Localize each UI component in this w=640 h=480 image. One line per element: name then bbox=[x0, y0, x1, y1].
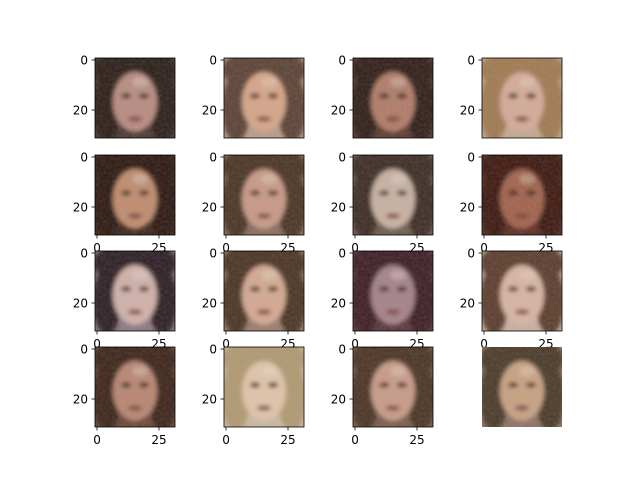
subplot-16 bbox=[482, 347, 562, 427]
subplot-2: 0 20 bbox=[202, 54, 305, 139]
x-tick-label: 0 bbox=[351, 241, 359, 255]
axes-frame bbox=[223, 250, 305, 332]
axes-frame bbox=[223, 154, 305, 236]
axes-frame bbox=[94, 250, 176, 332]
x-tick-label: 25 bbox=[151, 433, 166, 447]
y-tick-label: 0 bbox=[338, 343, 346, 357]
y-tick-label: 20 bbox=[331, 201, 346, 215]
generated-face-image bbox=[482, 251, 562, 331]
x-tick-label: 0 bbox=[480, 337, 488, 351]
y-tick-label: 20 bbox=[73, 297, 88, 311]
y-tick-label: 0 bbox=[338, 54, 346, 68]
y-tick-label: 20 bbox=[73, 201, 88, 215]
x-tick-label: 0 bbox=[222, 433, 230, 447]
x-tick-label: 0 bbox=[222, 241, 230, 255]
x-tick-label: 0 bbox=[222, 337, 230, 351]
y-tick-label: 20 bbox=[202, 393, 217, 407]
y-tick-label: 0 bbox=[80, 54, 88, 68]
axes-frame bbox=[94, 154, 176, 236]
generated-face-image bbox=[95, 347, 175, 427]
y-tick-label: 0 bbox=[209, 247, 217, 261]
axes-frame bbox=[481, 57, 563, 139]
generated-face-image bbox=[353, 58, 433, 138]
x-tick-label: 25 bbox=[409, 433, 424, 447]
subplot-1: 0 20 bbox=[73, 54, 176, 139]
axes-frame bbox=[94, 346, 176, 428]
x-tick-label: 0 bbox=[351, 433, 359, 447]
generated-face-image bbox=[224, 347, 304, 427]
x-tick-label: 0 bbox=[351, 337, 359, 351]
axes-frame bbox=[352, 154, 434, 236]
axes-frame bbox=[352, 346, 434, 428]
generated-face-image bbox=[353, 155, 433, 235]
y-tick-label: 0 bbox=[209, 54, 217, 68]
subplot-4: 0 20 bbox=[460, 54, 563, 139]
subplot-3: 0 20 bbox=[331, 54, 434, 139]
y-tick-label: 20 bbox=[460, 201, 475, 215]
generated-face-image bbox=[353, 251, 433, 331]
axes-frame bbox=[481, 154, 563, 236]
y-tick-label: 0 bbox=[467, 151, 475, 165]
y-tick-label: 0 bbox=[467, 54, 475, 68]
y-tick-label: 20 bbox=[73, 393, 88, 407]
generated-face-image bbox=[224, 155, 304, 235]
generated-face-image bbox=[224, 58, 304, 138]
generated-face-image bbox=[95, 251, 175, 331]
subplot-14: 0 20 0 25 bbox=[202, 343, 305, 447]
y-tick-label: 0 bbox=[80, 247, 88, 261]
x-tick-label: 0 bbox=[93, 433, 101, 447]
generated-face-image bbox=[95, 155, 175, 235]
axes-frame bbox=[223, 57, 305, 139]
y-tick-label: 0 bbox=[338, 151, 346, 165]
y-tick-label: 20 bbox=[460, 297, 475, 311]
y-tick-label: 20 bbox=[202, 297, 217, 311]
y-tick-label: 0 bbox=[467, 247, 475, 261]
y-tick-label: 20 bbox=[331, 297, 346, 311]
generated-face-image bbox=[482, 58, 562, 138]
y-tick-label: 20 bbox=[331, 393, 346, 407]
generated-face-image bbox=[482, 155, 562, 235]
subplot-13: 0 20 0 25 bbox=[73, 343, 176, 447]
y-tick-label: 20 bbox=[202, 104, 217, 118]
x-tick-label: 25 bbox=[280, 433, 295, 447]
axes-frame bbox=[223, 346, 305, 428]
y-tick-label: 0 bbox=[209, 343, 217, 357]
generated-face-image bbox=[224, 251, 304, 331]
x-tick-label: 0 bbox=[480, 241, 488, 255]
generated-face-image bbox=[353, 347, 433, 427]
y-tick-label: 0 bbox=[80, 343, 88, 357]
axes-frame bbox=[352, 250, 434, 332]
y-tick-label: 20 bbox=[331, 104, 346, 118]
y-tick-label: 0 bbox=[209, 151, 217, 165]
generated-face-image bbox=[482, 347, 562, 427]
y-tick-label: 0 bbox=[338, 247, 346, 261]
axes-frame bbox=[481, 250, 563, 332]
y-tick-label: 20 bbox=[202, 201, 217, 215]
x-tick-label: 0 bbox=[93, 337, 101, 351]
generated-face-image bbox=[95, 58, 175, 138]
y-tick-label: 0 bbox=[80, 151, 88, 165]
subplot-15: 0 20 0 25 bbox=[331, 343, 434, 447]
y-tick-label: 20 bbox=[460, 104, 475, 118]
axes-frame bbox=[352, 57, 434, 139]
x-tick-label: 0 bbox=[93, 241, 101, 255]
y-tick-label: 20 bbox=[73, 104, 88, 118]
axes-frame bbox=[94, 57, 176, 139]
